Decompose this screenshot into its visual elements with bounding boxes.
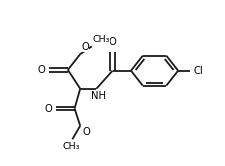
Text: CH₃: CH₃ <box>92 35 109 44</box>
Text: CH₃: CH₃ <box>62 142 80 151</box>
Text: Cl: Cl <box>193 66 203 76</box>
Text: O: O <box>81 42 88 52</box>
Text: NH: NH <box>90 91 105 101</box>
Text: O: O <box>108 37 116 47</box>
Text: O: O <box>82 127 90 137</box>
Text: O: O <box>38 65 45 75</box>
Text: O: O <box>44 104 52 114</box>
